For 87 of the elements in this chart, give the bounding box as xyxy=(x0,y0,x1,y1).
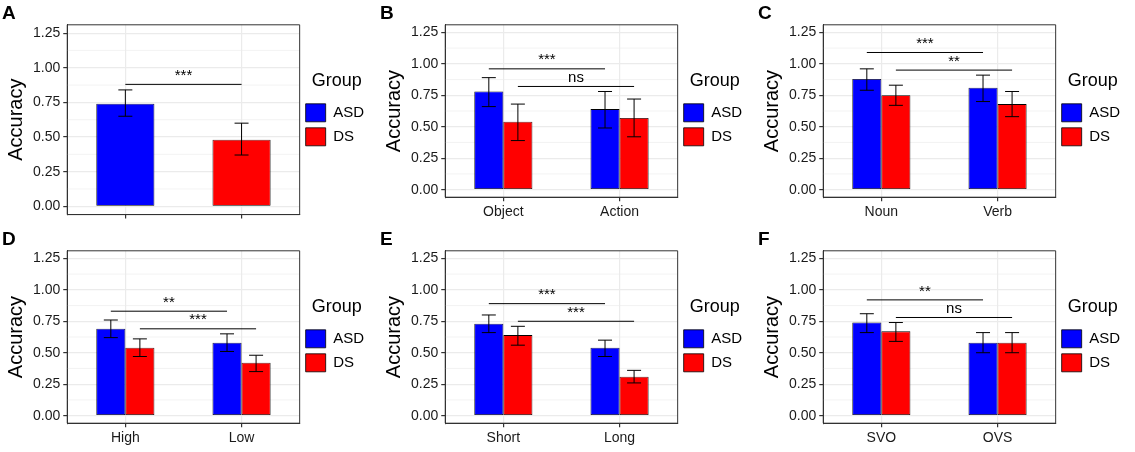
y-tick-label: 0.50 xyxy=(789,343,817,360)
y-tick-label: 0.75 xyxy=(33,312,61,329)
y-tick-label: 0.25 xyxy=(411,149,439,166)
y-tick-label: 0.50 xyxy=(411,117,439,134)
annotation: *** xyxy=(916,34,934,52)
x-tick-label: Verb xyxy=(983,203,1013,220)
x-tick-label: Long xyxy=(603,429,636,446)
x-tick-label: SVO xyxy=(866,429,897,446)
annotation: *** xyxy=(189,310,207,328)
y-tick-label: 1.00 xyxy=(33,280,61,297)
y-axis-title: Accuracy xyxy=(3,295,26,379)
x-tick-label: High xyxy=(110,429,140,446)
y-axis-title: Accuracy xyxy=(381,69,404,153)
y-tick-label: 0.50 xyxy=(33,343,61,360)
legend-label: DS xyxy=(333,352,354,370)
x-tick-label: Object xyxy=(483,203,524,220)
y-axis-title: Accuracy xyxy=(759,69,782,153)
y-tick-label: 0.00 xyxy=(411,180,439,197)
y-tick-label: 1.00 xyxy=(33,58,61,75)
annotation: ** xyxy=(948,51,960,69)
legend-title: Group xyxy=(311,296,362,317)
y-tick-label: 0.50 xyxy=(411,343,439,360)
chart-title: A xyxy=(2,1,16,23)
y-tick-label: 1.25 xyxy=(33,249,61,266)
chart-title: E xyxy=(380,227,393,249)
y-tick-label: 1.00 xyxy=(411,280,439,297)
y-tick-label: 0.25 xyxy=(33,162,61,179)
chart-title: B xyxy=(380,1,394,23)
x-tick-label: Low xyxy=(228,429,256,446)
y-tick-label: 0.75 xyxy=(411,86,439,103)
y-tick-label: 0.75 xyxy=(33,93,61,110)
legend-title: Group xyxy=(1067,296,1118,317)
legend-label: DS xyxy=(333,126,354,144)
legend-label: DS xyxy=(1089,352,1110,370)
y-tick-label: 0.00 xyxy=(789,406,817,423)
annotation: *** xyxy=(174,66,193,84)
annotation: *** xyxy=(567,302,585,320)
legend-label: ASD xyxy=(1089,102,1121,120)
y-tick-label: 0.25 xyxy=(33,375,61,392)
legend-label: ASD xyxy=(711,328,743,346)
y-tick-label: 0.00 xyxy=(33,406,61,423)
y-axis-title: Accuracy xyxy=(3,78,26,161)
legend-title: Group xyxy=(311,70,362,91)
legend-label: DS xyxy=(1089,126,1110,144)
y-axis-title: Accuracy xyxy=(381,295,404,379)
chart-title: F xyxy=(758,227,770,249)
legend-title: Group xyxy=(689,70,740,91)
y-tick-label: 0.25 xyxy=(789,149,817,166)
x-tick-label: Short xyxy=(486,429,521,446)
y-tick-label: 0.75 xyxy=(411,312,439,329)
y-tick-label: 1.00 xyxy=(789,54,817,71)
annotation: ns xyxy=(946,299,962,317)
x-tick-label: Action xyxy=(600,203,640,220)
y-axis-title: Accuracy xyxy=(759,295,782,379)
chart-title: D xyxy=(2,227,16,249)
y-tick-label: 0.00 xyxy=(411,406,439,423)
legend-label: ASD xyxy=(711,102,743,120)
y-tick-label: 1.00 xyxy=(789,280,817,297)
legend-title: Group xyxy=(689,296,740,317)
y-tick-label: 1.25 xyxy=(789,249,817,266)
y-tick-label: 0.75 xyxy=(789,312,817,329)
y-tick-label: 1.25 xyxy=(411,249,439,266)
legend-title: Group xyxy=(1067,70,1118,91)
annotation: ** xyxy=(163,292,175,310)
annotation: *** xyxy=(538,50,556,68)
legend-label: DS xyxy=(711,126,732,144)
legend-label: ASD xyxy=(333,328,365,346)
annotation: ** xyxy=(919,281,931,299)
y-tick-label: 0.00 xyxy=(33,197,61,214)
y-tick-label: 1.25 xyxy=(33,23,61,40)
x-tick-label: Noun xyxy=(864,203,899,220)
y-tick-label: 0.75 xyxy=(789,86,817,103)
y-tick-label: 0.50 xyxy=(789,117,817,134)
y-tick-label: 1.25 xyxy=(789,23,817,40)
y-tick-label: 0.25 xyxy=(411,375,439,392)
y-tick-label: 0.25 xyxy=(789,375,817,392)
legend-label: ASD xyxy=(333,102,365,120)
x-tick-label: OVS xyxy=(982,429,1013,446)
annotation: ns xyxy=(568,68,584,86)
y-tick-label: 0.50 xyxy=(33,127,61,144)
y-tick-label: 0.00 xyxy=(789,180,817,197)
chart-title: C xyxy=(758,1,772,23)
y-tick-label: 1.00 xyxy=(411,54,439,71)
annotation: *** xyxy=(538,285,556,303)
legend-label: DS xyxy=(711,352,732,370)
y-tick-label: 1.25 xyxy=(411,23,439,40)
legend-label: ASD xyxy=(1089,328,1121,346)
